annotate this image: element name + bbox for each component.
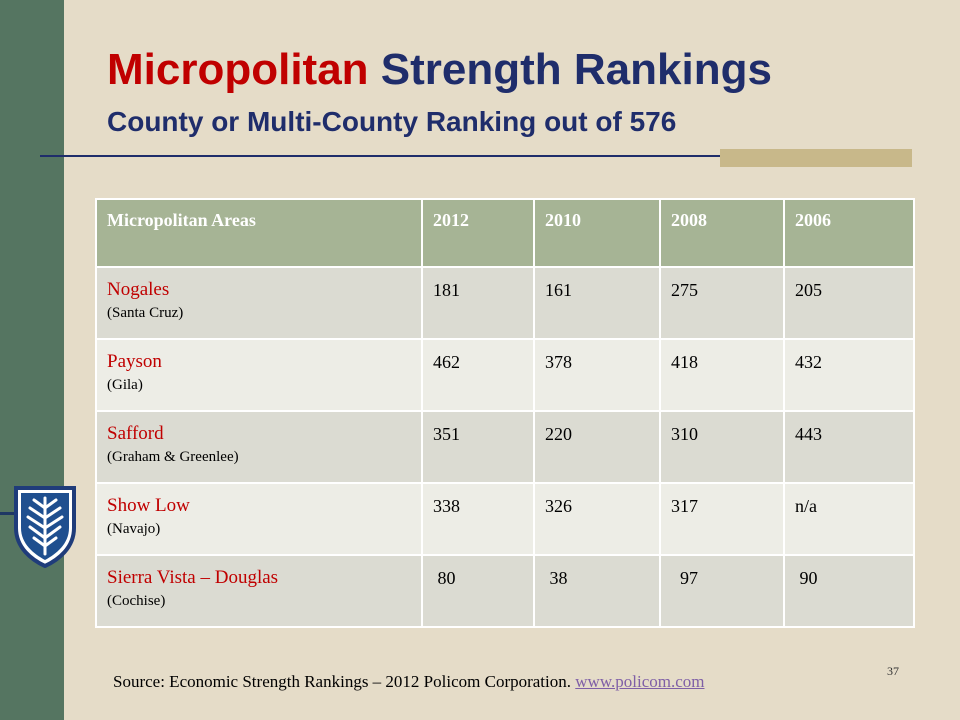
column-header: 2010 bbox=[533, 198, 661, 268]
rank-cell: 338 bbox=[421, 482, 535, 556]
area-name: Nogales bbox=[107, 279, 170, 300]
area-name: Show Low bbox=[107, 495, 190, 516]
table-header-row: Micropolitan Areas 2012 2010 2008 2006 bbox=[95, 198, 915, 268]
rank-cell: 351 bbox=[421, 410, 535, 484]
university-shield-icon bbox=[12, 484, 78, 569]
rank-cell: 161 bbox=[533, 266, 661, 340]
title-divider bbox=[40, 155, 912, 157]
rank-cell: 275 bbox=[659, 266, 785, 340]
slide-title-rest: Strength Rankings bbox=[380, 45, 772, 94]
area-cell: Payson (Gila) bbox=[95, 338, 423, 412]
rank-cell: n/a bbox=[783, 482, 915, 556]
table-row: Safford (Graham & Greenlee) 351 220 310 4… bbox=[95, 410, 915, 484]
title-divider-accent bbox=[720, 149, 912, 167]
slide-title: Micropolitan Strength Rankings bbox=[107, 40, 772, 100]
area-cell: Sierra Vista – Douglas (Cochise) bbox=[95, 554, 423, 628]
table-row: Show Low (Navajo) 338 326 317 n/a bbox=[95, 482, 915, 556]
area-cell: Nogales (Santa Cruz) bbox=[95, 266, 423, 340]
slide-subtitle: County or Multi-County Ranking out of 57… bbox=[107, 106, 677, 137]
area-cell: Safford (Graham & Greenlee) bbox=[95, 410, 423, 484]
rank-cell: 418 bbox=[659, 338, 785, 412]
column-header: 2008 bbox=[659, 198, 785, 268]
rankings-table: Micropolitan Areas 2012 2010 2008 2006 N… bbox=[95, 198, 915, 628]
column-header: 2012 bbox=[421, 198, 535, 268]
left-accent-bar bbox=[0, 0, 64, 720]
table-row: Payson (Gila) 462 378 418 432 bbox=[95, 338, 915, 412]
rank-cell: 462 bbox=[421, 338, 535, 412]
logo-connector-line bbox=[0, 512, 14, 515]
rank-cell: 97 bbox=[659, 554, 785, 628]
column-header: Micropolitan Areas bbox=[95, 198, 423, 268]
rank-cell: 80 bbox=[421, 554, 535, 628]
area-county: (Cochise) bbox=[107, 593, 166, 609]
column-header: 2006 bbox=[783, 198, 915, 268]
area-name: Sierra Vista – Douglas bbox=[107, 567, 279, 588]
rank-cell: 310 bbox=[659, 410, 785, 484]
rank-cell: 220 bbox=[533, 410, 661, 484]
table-row: Sierra Vista – Douglas (Cochise) 80 38 97… bbox=[95, 554, 915, 628]
rank-cell: 443 bbox=[783, 410, 915, 484]
rank-cell: 38 bbox=[533, 554, 661, 628]
area-cell: Show Low (Navajo) bbox=[95, 482, 423, 556]
rank-cell: 326 bbox=[533, 482, 661, 556]
source-link[interactable]: www.policom.com bbox=[575, 672, 705, 691]
table-row: Nogales (Santa Cruz) 181 161 275 205 bbox=[95, 266, 915, 340]
rank-cell: 317 bbox=[659, 482, 785, 556]
source-text: Source: Economic Strength Rankings – 201… bbox=[113, 672, 576, 691]
rank-cell: 181 bbox=[421, 266, 535, 340]
slide-title-highlight: Micropolitan bbox=[107, 45, 369, 94]
rank-cell: 205 bbox=[783, 266, 915, 340]
area-name: Safford bbox=[107, 423, 164, 444]
source-note: Source: Economic Strength Rankings – 201… bbox=[113, 672, 704, 692]
area-county: (Gila) bbox=[107, 377, 143, 393]
area-county: (Navajo) bbox=[107, 521, 161, 537]
rank-cell: 90 bbox=[783, 554, 915, 628]
rank-cell: 378 bbox=[533, 338, 661, 412]
area-name: Payson bbox=[107, 351, 162, 372]
area-county: (Graham & Greenlee) bbox=[107, 449, 239, 465]
area-county: (Santa Cruz) bbox=[107, 305, 184, 321]
page-number: 37 bbox=[887, 664, 899, 678]
rank-cell: 432 bbox=[783, 338, 915, 412]
